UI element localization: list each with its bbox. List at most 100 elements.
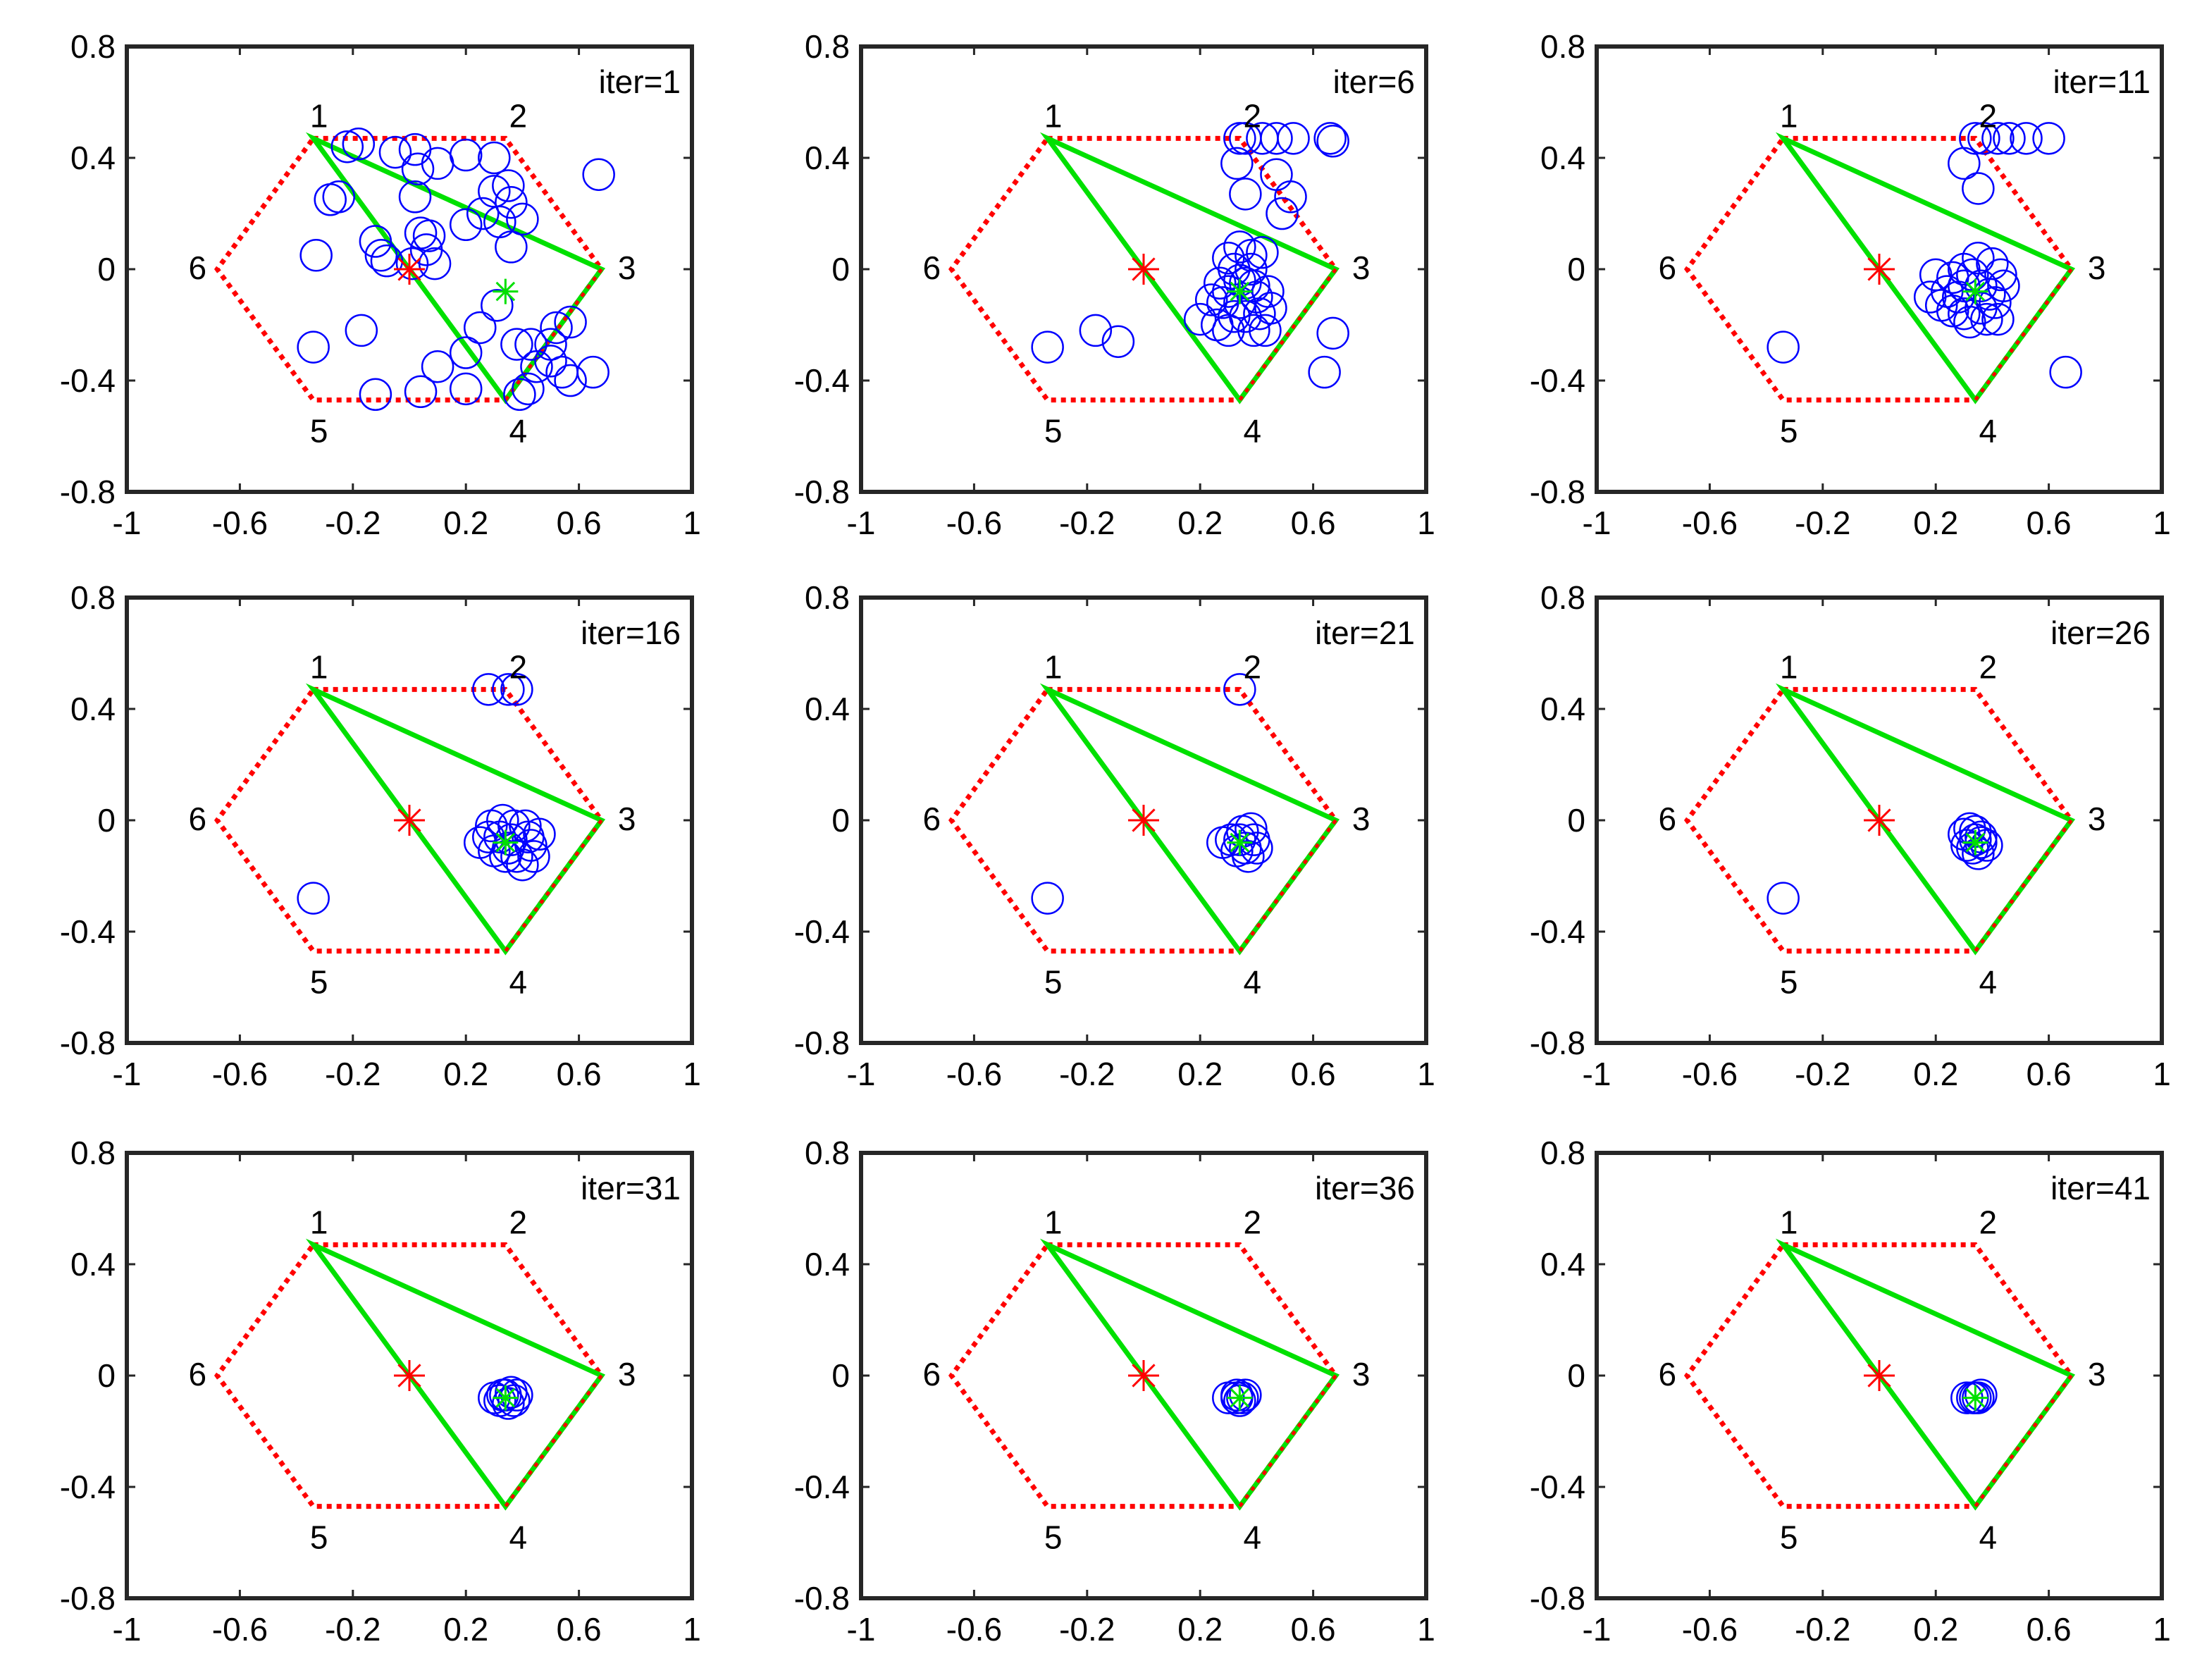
y-tick-label: 0 [1567,802,1585,839]
particle-marker [492,673,525,706]
iteration-label: iter=6 [1333,63,1415,100]
x-tick-label: -1 [847,1611,876,1648]
vertex-label-4: 4 [1244,1519,1262,1556]
x-tick-label: -1 [113,1056,142,1092]
vertex-label-4: 4 [1979,413,1998,450]
particle-marker [1993,122,2026,155]
y-tick-label: 0 [1567,251,1585,288]
particle-marker [1249,314,1282,347]
y-tick-label: 0 [97,251,116,288]
particle-marker [1956,258,1989,292]
particle-marker [297,882,330,915]
particle-marker [1981,302,2015,336]
particle-marker [495,185,528,219]
particle-marker [492,832,525,865]
y-tick-label: 0 [97,802,116,839]
center-star-marker [1128,254,1159,285]
y-tick-label: 0.8 [70,1135,116,1171]
y-tick-label: -0.4 [1530,913,1585,950]
particle-marker [1079,314,1113,347]
particle-marker [1204,266,1237,299]
y-tick-label: 0.4 [70,1246,116,1283]
hexagon-edge-3-4 [1974,268,2073,402]
iteration-label: iter=1 [599,63,681,100]
x-tick-label: -0.2 [325,1056,381,1092]
y-tick-label: 0.8 [70,579,116,616]
particle-marker [481,289,514,322]
x-tick-label: 1 [2153,505,2171,541]
particle-marker [1246,236,1279,269]
x-tick-label: -0.6 [946,1056,1002,1092]
particle-marker [1962,172,1995,205]
particle-marker [503,378,536,411]
particle-marker [1235,252,1268,286]
panel-3: 1 2 3 4 5 6 iter=11 -1 -0.6 -0.2 0.2 0.6 1 -0.8 -0.4 0 0… [1530,28,2171,541]
vertex-label-4: 4 [1244,964,1262,1001]
x-tick-label: -0.2 [325,1611,381,1648]
vertex-label-5: 5 [310,1519,328,1556]
particle-marker [576,355,610,389]
particle-marker [1959,1381,1992,1414]
particle-marker [1220,147,1254,180]
particle-marker [495,230,528,264]
vertex-label-3: 3 [2088,1356,2106,1392]
x-tick-label: -0.2 [325,505,381,541]
triangle [1775,683,2076,956]
vertex-label-2: 2 [1244,648,1262,685]
particle-marker [421,350,454,383]
x-tick-label: 0.6 [2027,505,2072,541]
x-tick-label: 0.6 [1291,505,1336,541]
particle-marker [523,817,556,851]
y-tick-label: 0.4 [805,1246,850,1283]
center-star-marker [1128,805,1159,836]
vertex-label-3: 3 [618,801,636,837]
particle-marker [1984,258,2017,292]
y-tick-label: 0.4 [70,691,116,727]
particle-marker [483,820,516,853]
vertex-label-1: 1 [1044,97,1063,134]
vertex-label-4: 4 [509,413,528,450]
x-tick-label: -0.2 [1795,505,1850,541]
vertex-label-3: 3 [1352,249,1371,286]
x-tick-label: 0.2 [1913,1056,1958,1092]
particle-marker [404,375,438,409]
particle-marker [2032,122,2065,155]
vertex-label-5: 5 [1044,1519,1063,1556]
particle-marker [500,673,533,706]
particle-marker [1260,122,1293,155]
particle-marker [1232,840,1265,873]
vertex-label-6: 6 [1659,801,1677,837]
y-tick-label: 0.8 [805,28,850,65]
particle-marker [1031,882,1064,915]
y-tick-label: 0 [831,251,850,288]
iteration-label: iter=16 [581,614,681,651]
particle-marker [1251,275,1285,308]
particle-marker [466,197,500,230]
y-tick-label: 0 [97,1357,116,1394]
y-tick-label: -0.8 [794,1580,850,1617]
plot-area [1683,122,2082,404]
particle-marker [517,840,550,873]
x-tick-label: 0.6 [557,1056,602,1092]
vertex-label-2: 2 [509,97,528,134]
y-tick-label: -0.8 [1530,474,1585,510]
x-tick-label: 0.6 [2027,1611,2072,1648]
y-tick-label: 0 [831,1357,850,1394]
particle-marker [1194,283,1228,316]
particle-marker [359,225,392,258]
plot-area [214,1238,606,1511]
vertex-label-5: 5 [1044,413,1063,450]
particle-marker [1959,823,1992,856]
particle-marker [483,1384,516,1417]
particle-marker [1948,297,1981,331]
plot-area [214,673,606,956]
vertex-label-3: 3 [618,249,636,286]
particle-marker [554,305,587,339]
particle-marker [1237,314,1270,347]
panel-1: 1 2 3 4 5 6 iter=1 -1 -0.6 -0.2 0.2 0.6 1 -0.8 -0.4 0 0.… [60,28,701,541]
x-tick-label: 0.6 [557,1611,602,1648]
panel-5: 1 2 3 4 5 6 iter=21 -1 -0.6 -0.2 0.2 0.6 1 -0.8 -0.4 0 0… [794,579,1435,1092]
particle-marker [514,328,548,361]
target-star-marker [1227,278,1253,304]
x-tick-label: -1 [113,1611,142,1648]
